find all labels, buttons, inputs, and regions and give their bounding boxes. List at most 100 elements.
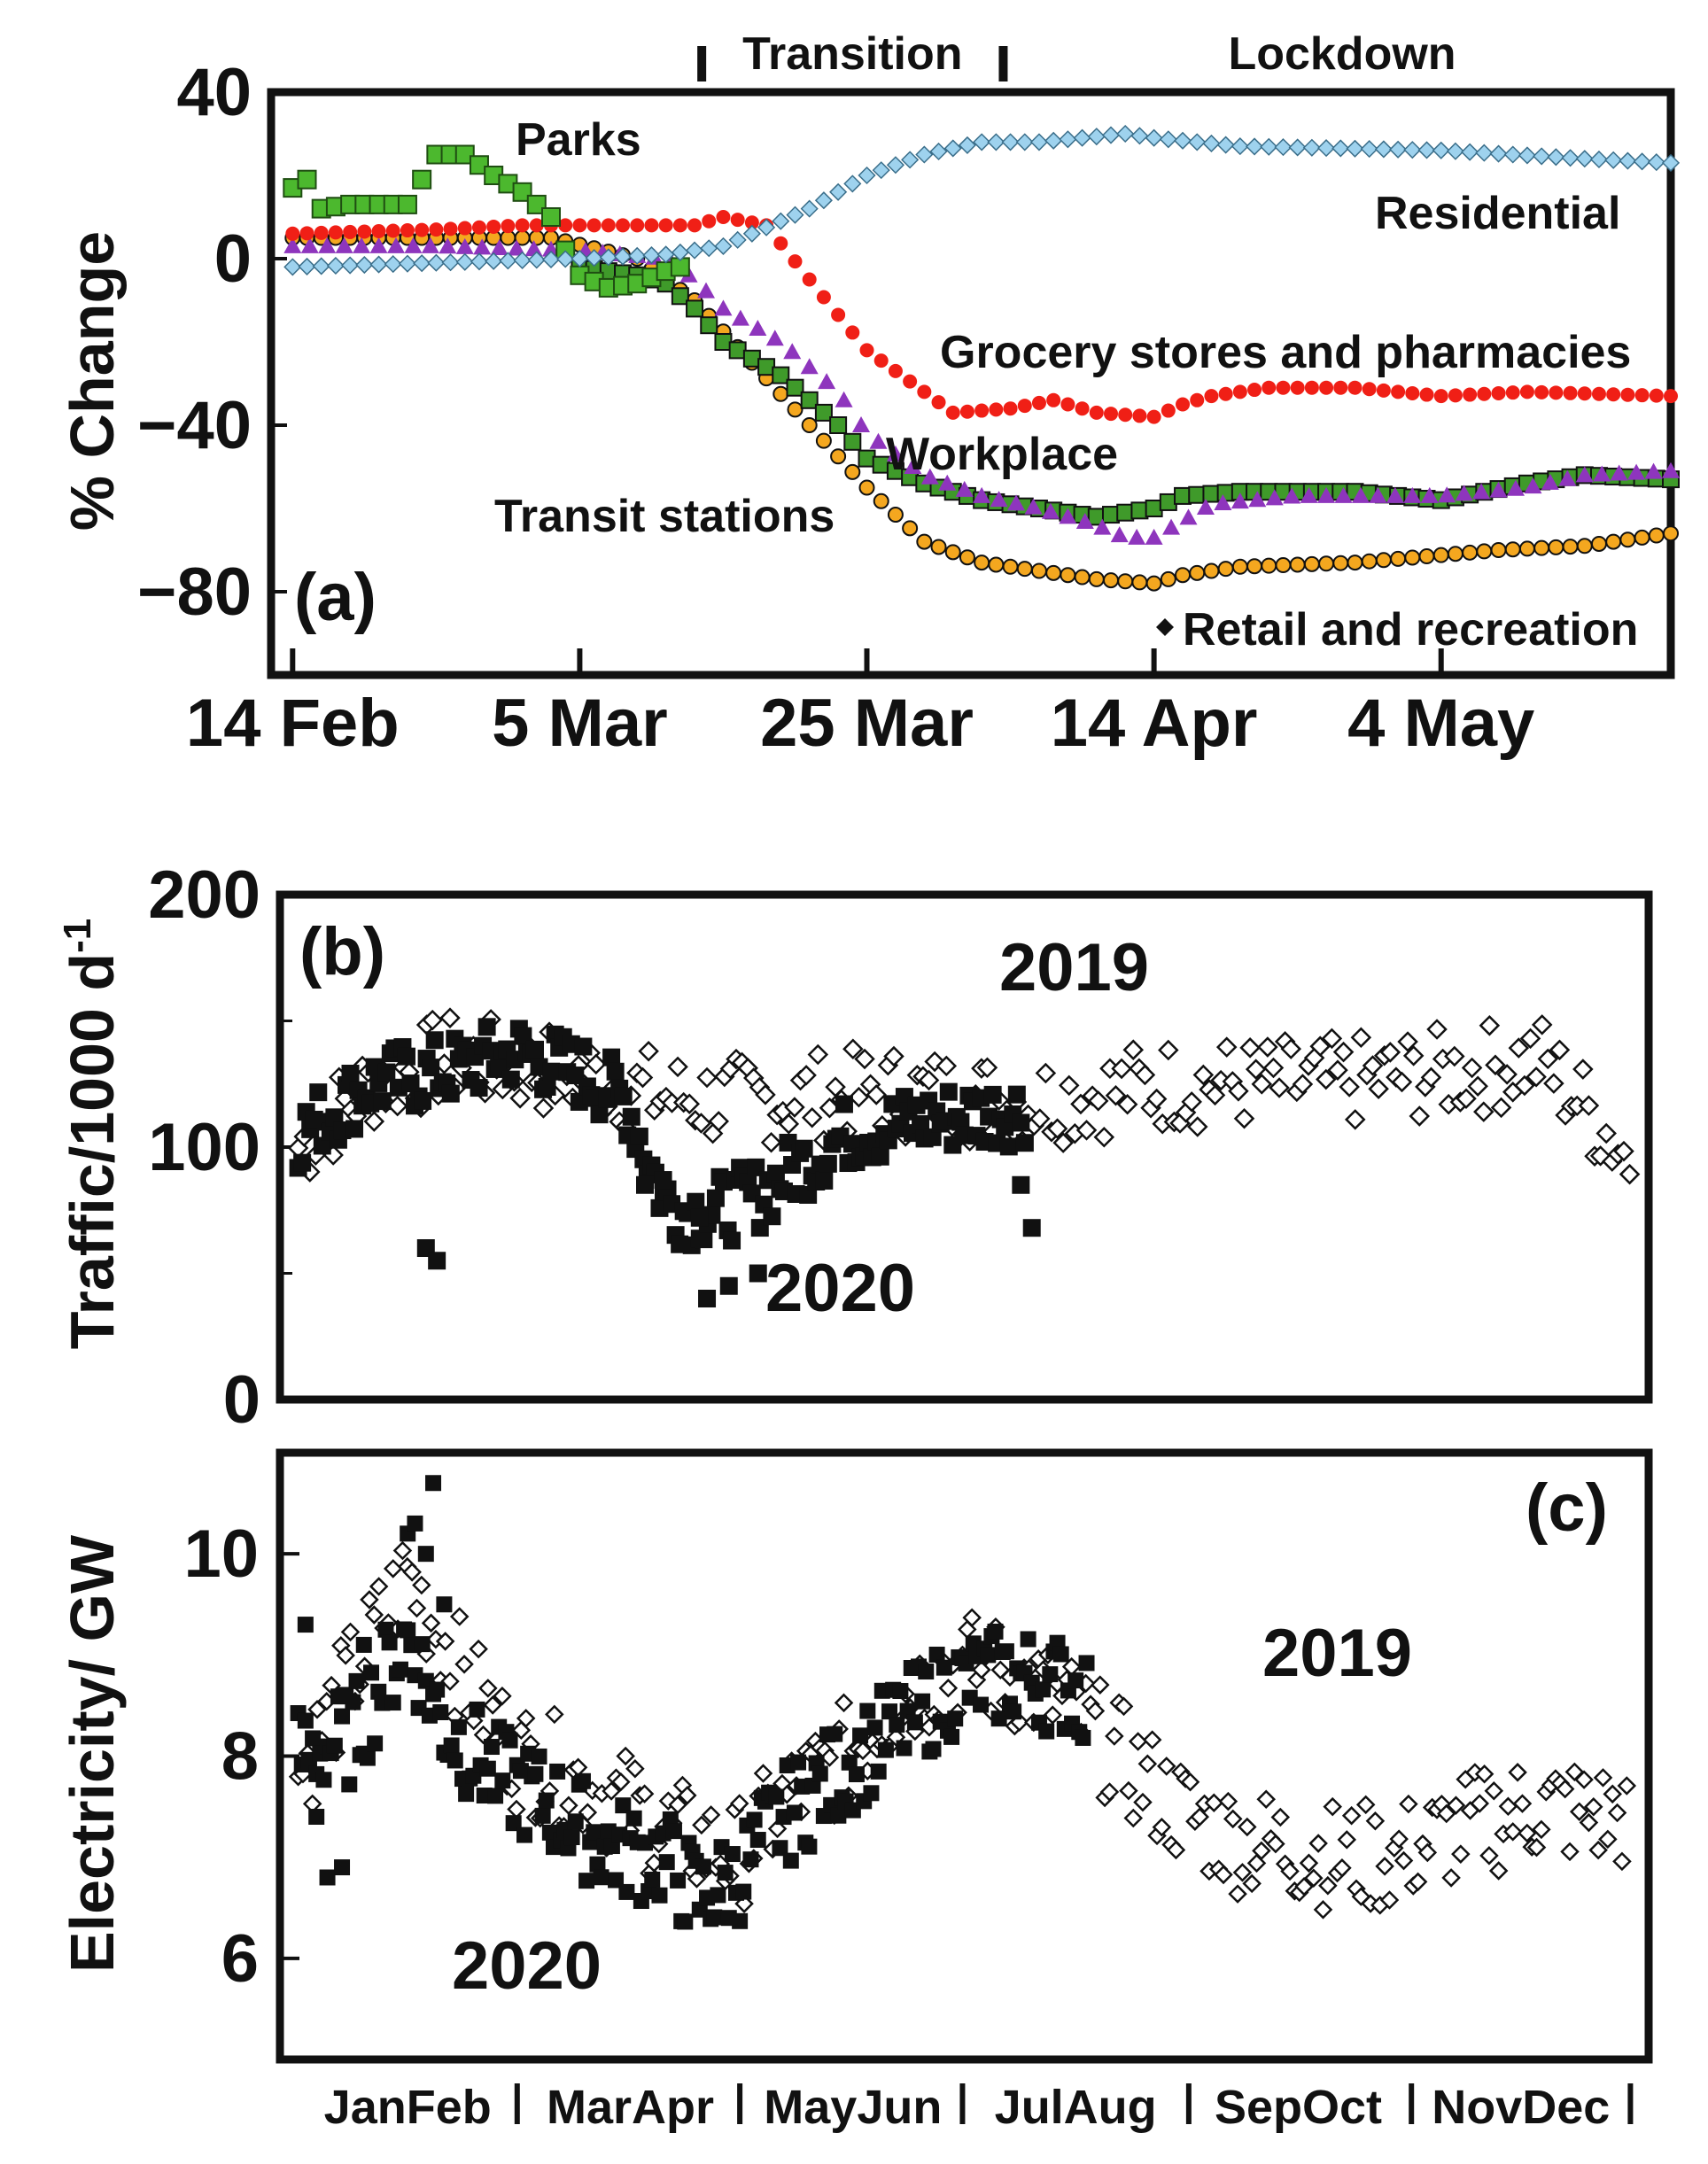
data-point	[1518, 1823, 1537, 1843]
data-point	[425, 1475, 442, 1492]
data-point	[1303, 555, 1320, 572]
data-point	[512, 182, 532, 202]
data-point	[1114, 1696, 1134, 1717]
data-point	[483, 1739, 500, 1756]
data-point	[1228, 1884, 1247, 1904]
data-point	[1341, 1805, 1362, 1826]
data-point	[1231, 558, 1248, 575]
data-point	[744, 215, 759, 230]
data-point	[1479, 1846, 1499, 1865]
data-point	[1089, 405, 1104, 420]
data-point	[1595, 1122, 1617, 1144]
data-point	[974, 403, 990, 418]
data-point	[440, 1671, 460, 1691]
data-point	[1217, 561, 1234, 578]
data-point	[1447, 546, 1463, 562]
data-point	[1103, 572, 1119, 589]
data-point	[527, 251, 546, 269]
data-point	[1262, 380, 1277, 395]
data-point	[429, 1681, 446, 1698]
data-point	[542, 1062, 561, 1081]
data-point	[800, 358, 819, 375]
data-point	[638, 1040, 659, 1062]
data-point	[469, 155, 489, 175]
data-point	[1093, 518, 1112, 535]
data-point	[936, 1055, 958, 1077]
panel-a: 40 0 −40 −80 14 Feb 5 Mar 25 Mar 14 Apr 4 May Tr…	[58, 28, 1681, 761]
data-point	[1238, 1817, 1257, 1837]
data-point	[1512, 1794, 1533, 1813]
data-point	[412, 169, 432, 190]
data-point	[1417, 1842, 1438, 1863]
data-point	[889, 1717, 905, 1734]
data-point	[671, 243, 689, 262]
data-point	[377, 1063, 396, 1082]
data-point	[1035, 1062, 1057, 1084]
data-point	[377, 1621, 394, 1638]
data-point	[1216, 136, 1235, 154]
data-point	[701, 1805, 721, 1825]
data-point	[1420, 486, 1439, 503]
data-point	[1300, 486, 1318, 503]
data-point	[1409, 1105, 1431, 1127]
data-point	[307, 1700, 327, 1719]
month-label: MayJun	[764, 2081, 942, 2134]
data-point	[886, 1727, 906, 1748]
data-point	[1317, 139, 1336, 158]
data-point	[881, 1703, 898, 1720]
data-point	[1202, 134, 1221, 153]
data-point	[938, 474, 957, 491]
data-point	[1101, 126, 1121, 144]
data-point	[801, 1838, 818, 1855]
data-point	[407, 1598, 427, 1618]
data-point	[729, 1794, 749, 1813]
data-point	[1015, 1134, 1034, 1152]
data-point	[494, 1772, 511, 1789]
data-point	[1130, 127, 1149, 145]
data-point	[1491, 385, 1506, 400]
panel-a-ytick-label: 0	[214, 221, 252, 297]
data-point	[1417, 141, 1436, 159]
retail-label: Retail and recreation	[1183, 604, 1638, 655]
data-point	[1562, 539, 1579, 555]
series-residential	[283, 124, 1681, 276]
data-point	[1204, 389, 1219, 404]
data-point	[1003, 401, 1018, 416]
data-point	[1068, 1672, 1084, 1689]
data-point	[730, 213, 745, 228]
data-point	[790, 1754, 807, 1771]
data-point	[700, 316, 718, 335]
data-point	[914, 1693, 931, 1710]
data-point	[859, 343, 874, 358]
data-point	[1246, 558, 1263, 575]
data-point	[501, 219, 516, 234]
data-point	[513, 251, 532, 269]
data-point	[428, 1252, 446, 1270]
data-point	[1145, 575, 1162, 592]
data-point	[685, 241, 704, 260]
data-point	[341, 256, 360, 275]
data-point	[1569, 1802, 1589, 1821]
data-point	[285, 226, 300, 241]
data-point	[1269, 1077, 1290, 1098]
data-point	[1526, 1066, 1547, 1088]
data-point	[642, 246, 661, 265]
data-point	[458, 1786, 475, 1803]
data-point	[1549, 385, 1564, 400]
data-point	[944, 544, 961, 561]
data-point	[1085, 1701, 1106, 1721]
data-point	[407, 1515, 423, 1532]
data-point	[585, 249, 603, 268]
data-point	[1579, 1812, 1599, 1833]
data-point	[1351, 486, 1370, 503]
data-point	[783, 343, 802, 360]
data-point	[326, 256, 345, 275]
data-point	[429, 222, 444, 237]
data-point	[615, 1797, 632, 1814]
data-point	[1288, 138, 1307, 157]
data-point	[883, 1045, 904, 1067]
data-point	[1578, 1095, 1600, 1116]
data-point	[1519, 1028, 1541, 1050]
data-point	[1420, 1066, 1442, 1089]
data-point	[698, 1290, 717, 1307]
